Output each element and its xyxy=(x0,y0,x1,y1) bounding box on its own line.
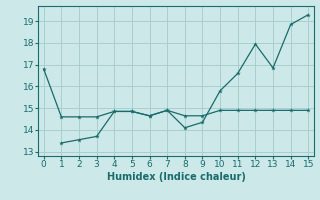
X-axis label: Humidex (Indice chaleur): Humidex (Indice chaleur) xyxy=(107,172,245,182)
